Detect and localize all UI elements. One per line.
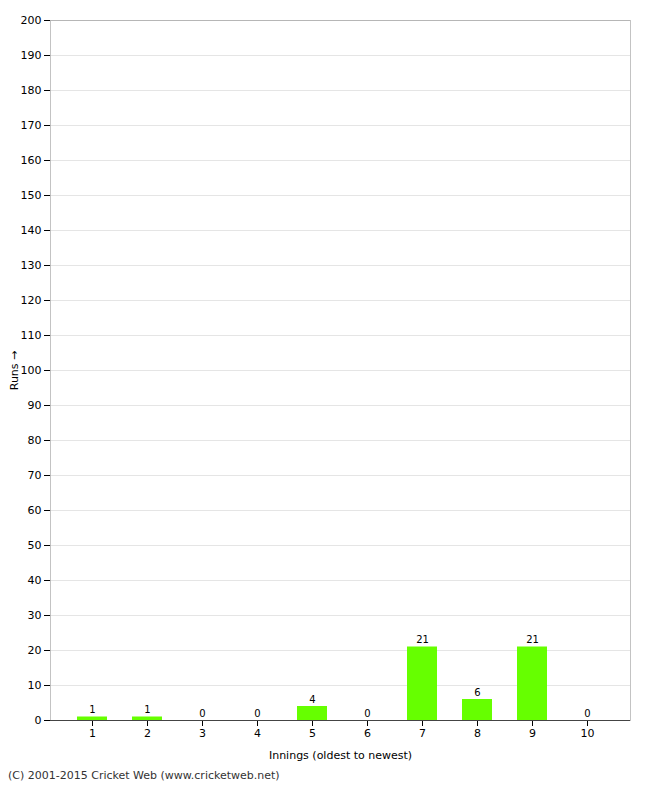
svg-text:180: 180 (21, 84, 42, 97)
svg-text:70: 70 (28, 469, 42, 482)
svg-text:120: 120 (21, 294, 42, 307)
svg-text:6: 6 (364, 727, 371, 740)
svg-text:90: 90 (28, 399, 42, 412)
svg-text:21: 21 (526, 634, 539, 645)
svg-text:Runs →: Runs → (8, 351, 21, 391)
svg-text:100: 100 (21, 364, 42, 377)
svg-text:1: 1 (89, 727, 96, 740)
svg-text:6: 6 (474, 687, 480, 698)
svg-text:20: 20 (28, 644, 42, 657)
svg-text:190: 190 (21, 49, 42, 62)
svg-text:200: 200 (21, 14, 42, 27)
svg-text:8: 8 (474, 727, 481, 740)
svg-text:1: 1 (144, 704, 150, 715)
svg-text:1: 1 (89, 704, 95, 715)
svg-text:160: 160 (21, 154, 42, 167)
svg-text:3: 3 (199, 727, 206, 740)
svg-text:150: 150 (21, 189, 42, 202)
svg-text:110: 110 (21, 329, 42, 342)
svg-text:170: 170 (21, 119, 42, 132)
svg-text:7: 7 (419, 727, 426, 740)
svg-text:130: 130 (21, 259, 42, 272)
svg-text:Innings (oldest to newest): Innings (oldest to newest) (269, 749, 412, 762)
svg-text:0: 0 (254, 708, 260, 719)
svg-text:2: 2 (144, 727, 151, 740)
svg-text:30: 30 (28, 609, 42, 622)
svg-text:80: 80 (28, 434, 42, 447)
svg-text:4: 4 (309, 694, 315, 705)
svg-text:140: 140 (21, 224, 42, 237)
svg-text:5: 5 (309, 727, 316, 740)
html-text:(C) 2001-2015 Cricket Web (www: (C) 2001-2015 Cricket Web (www.cricketwe… (8, 769, 280, 782)
svg-text:21: 21 (416, 634, 429, 645)
svg-text:9: 9 (529, 727, 536, 740)
svg-text:10: 10 (28, 679, 42, 692)
svg-text:0: 0 (199, 708, 205, 719)
svg-text:40: 40 (28, 574, 42, 587)
svg-text:0: 0 (584, 708, 590, 719)
svg-text:60: 60 (28, 504, 42, 517)
svg-text:4: 4 (254, 727, 261, 740)
svg-text:0: 0 (35, 714, 42, 727)
svg-text:0: 0 (364, 708, 370, 719)
svg-text:50: 50 (28, 539, 42, 552)
svg-text:10: 10 (581, 727, 595, 740)
